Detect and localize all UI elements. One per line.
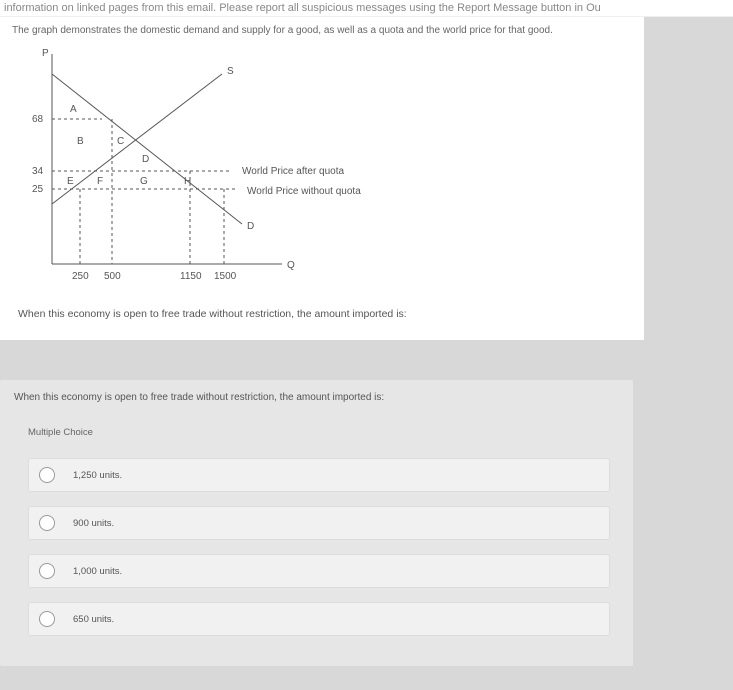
region-F: F [97,176,103,187]
region-D: D [142,154,149,165]
option-4[interactable]: 650 units. [28,602,610,636]
wp-without-quota-label: World Price without quota [247,186,361,197]
option-3-label: 1,000 units. [73,566,122,577]
question-1-text: When this economy is open to free trade … [18,308,632,320]
option-4-label: 650 units. [73,614,114,625]
graph-panel: The graph demonstrates the domestic dema… [0,17,644,340]
xtick-1150: 1150 [180,271,202,282]
warning-banner: information on linked pages from this em… [0,0,733,17]
xtick-250: 250 [72,271,89,282]
y-axis-label: P [42,48,49,59]
graph-intro-text: The graph demonstrates the domestic dema… [12,25,632,36]
mc-panel: When this economy is open to free trade … [0,380,633,666]
question-2-text: When this economy is open to free trade … [14,392,619,403]
region-H: H [184,176,191,187]
radio-icon [39,467,55,483]
supply-label: S [227,66,234,77]
region-B: B [77,136,84,147]
radio-icon [39,515,55,531]
region-A: A [70,104,77,115]
x-axis-label: Q [287,260,295,271]
region-G: G [140,176,148,187]
option-2[interactable]: 900 units. [28,506,610,540]
xtick-1500: 1500 [214,271,237,282]
region-C: C [117,136,124,147]
demand-label: D [247,221,254,232]
mc-header: Multiple Choice [28,427,619,438]
ytick-34: 34 [32,166,44,177]
option-1[interactable]: 1,250 units. [28,458,610,492]
ytick-25: 25 [32,184,44,195]
radio-icon [39,611,55,627]
ytick-68: 68 [32,114,44,125]
supply-demand-graph: P Q 68 34 25 250 500 1150 1500 S D World… [22,44,382,294]
option-2-label: 900 units. [73,518,114,529]
radio-icon [39,563,55,579]
option-3[interactable]: 1,000 units. [28,554,610,588]
wp-after-quota-label: World Price after quota [242,166,345,177]
xtick-500: 500 [104,271,121,282]
region-E: E [67,176,74,187]
option-1-label: 1,250 units. [73,470,122,481]
